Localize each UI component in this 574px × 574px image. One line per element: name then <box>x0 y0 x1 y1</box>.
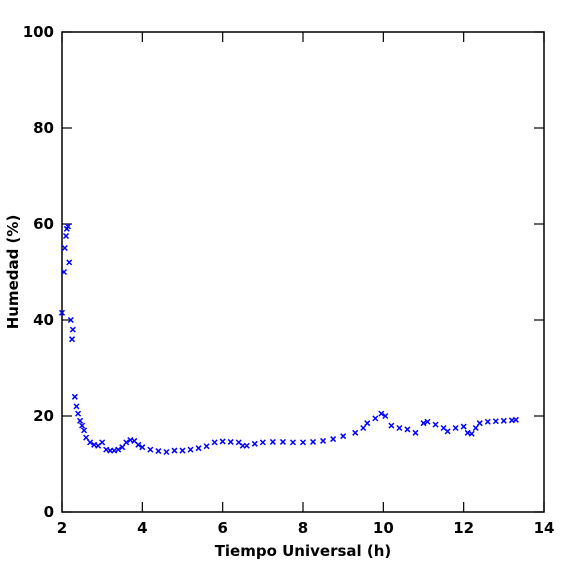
point <box>60 268 68 276</box>
point <box>69 326 76 333</box>
point <box>179 447 186 454</box>
point <box>512 416 519 423</box>
point <box>73 403 80 410</box>
point <box>460 423 467 430</box>
x-tick-label: 6 <box>217 519 227 537</box>
point <box>279 438 286 445</box>
x-tick-label: 2 <box>57 519 67 537</box>
point <box>203 443 210 450</box>
point <box>340 433 347 440</box>
x-tick-label: 14 <box>534 519 555 537</box>
x-tick-label: 12 <box>453 519 474 537</box>
point <box>396 424 403 432</box>
y-tick-label: 40 <box>33 311 54 329</box>
point <box>388 422 395 429</box>
point <box>476 420 483 427</box>
point <box>195 445 202 452</box>
point <box>468 430 475 437</box>
y-tick-label: 60 <box>33 215 54 233</box>
point <box>452 424 459 432</box>
y-tick-label: 100 <box>23 23 54 41</box>
point <box>251 440 258 447</box>
x-tick-label: 10 <box>373 519 394 537</box>
point <box>352 429 359 436</box>
point <box>432 421 439 428</box>
point <box>364 420 371 427</box>
point <box>69 336 76 343</box>
point <box>61 244 68 252</box>
point <box>81 427 88 434</box>
point <box>378 410 385 417</box>
point <box>119 444 126 451</box>
point <box>115 446 122 453</box>
point <box>259 439 266 446</box>
point <box>320 437 327 444</box>
point <box>444 428 451 435</box>
point <box>123 439 130 446</box>
point <box>71 393 78 400</box>
point <box>62 232 70 240</box>
point <box>75 410 82 417</box>
point <box>219 438 226 445</box>
point <box>99 439 106 446</box>
point <box>227 438 234 445</box>
point <box>79 422 86 429</box>
point <box>139 444 146 451</box>
point <box>310 438 317 445</box>
point <box>147 446 154 453</box>
point <box>360 424 367 432</box>
point <box>77 417 84 424</box>
y-tick-label: 0 <box>44 503 54 521</box>
point <box>211 439 218 446</box>
point <box>420 420 427 427</box>
point <box>500 417 507 424</box>
point <box>67 316 74 324</box>
point <box>83 434 90 441</box>
point <box>155 448 162 455</box>
point <box>269 438 276 445</box>
point <box>64 223 72 230</box>
point <box>187 446 194 453</box>
point <box>404 426 411 433</box>
x-tick-label: 4 <box>137 519 147 537</box>
point <box>330 436 337 443</box>
point <box>382 412 389 420</box>
point <box>58 309 66 316</box>
point <box>472 424 479 432</box>
point <box>484 418 491 425</box>
point <box>412 429 419 436</box>
point <box>135 441 142 448</box>
point <box>299 439 307 446</box>
point <box>87 439 94 446</box>
point <box>372 415 379 422</box>
point <box>424 418 431 425</box>
y-axis-label: Humedad (%) <box>4 215 22 330</box>
y-tick-label: 80 <box>33 119 54 137</box>
x-axis-label: Tiempo Universal (h) <box>215 542 392 560</box>
point <box>243 442 250 449</box>
point <box>289 439 296 446</box>
point <box>66 259 73 266</box>
point <box>171 447 178 454</box>
point <box>492 418 499 425</box>
x-tick-label: 8 <box>298 519 308 537</box>
y-tick-label: 20 <box>33 407 54 425</box>
point <box>163 448 170 456</box>
